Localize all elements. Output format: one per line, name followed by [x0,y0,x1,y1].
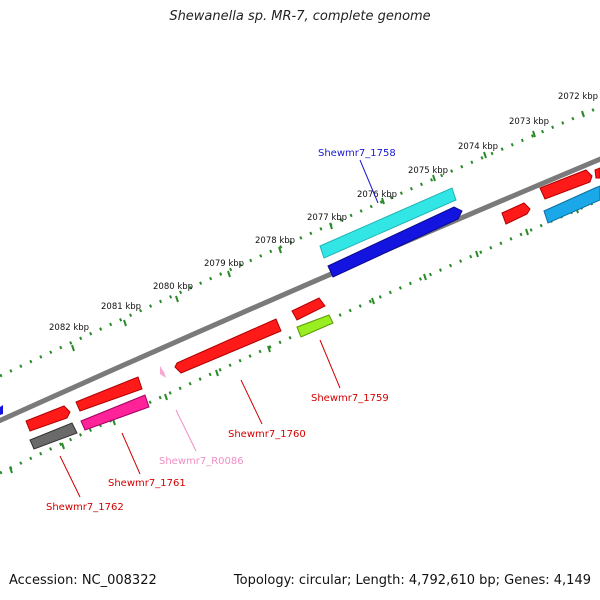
tick-2079 [227,270,231,278]
gene-1759-feature[interactable] [291,297,326,321]
inner-tick [9,466,13,474]
gene-label-1761[interactable]: Shewmr7_1761 [108,478,186,489]
outer-ruler-line [0,105,600,378]
inner-tick [475,250,479,258]
gene-labels: Shewmr7_1758 Shewmr7_1759 Shewmr7_1760 S… [46,148,396,513]
gene-label-1762[interactable]: Shewmr7_1762 [46,502,124,513]
scale-label: 2076 kbp [357,190,397,200]
tick-2078 [278,246,282,254]
inner-tick [267,345,271,353]
gene-feature-red[interactable] [75,376,143,412]
scale-label: 2078 kbp [255,236,295,246]
outer-ruler-major-ticks [71,110,585,352]
scale-label: 2081 kbp [101,302,141,312]
scale-label: 2079 kbp [204,259,244,269]
tick-2076 [381,197,385,205]
rna-R0086-feature[interactable] [160,366,166,378]
forward-strand-features [0,167,600,432]
gene-label-1758[interactable]: Shewmr7_1758 [318,148,396,159]
gene-feature-lightblue[interactable] [543,185,600,224]
gene-feature-blue[interactable] [327,206,463,278]
reverse-strand-features [29,185,600,450]
tick-2075 [432,174,436,182]
gene-label-R0086[interactable]: Shewmr7_R0086 [159,456,244,467]
scale-label: 2082 kbp [49,323,89,333]
scale-label: 2072 kbp [558,92,598,102]
tick-2080 [175,295,179,303]
inner-tick [423,273,427,281]
gene-1761-feature[interactable] [80,394,150,431]
gene-feature-red[interactable] [539,169,593,200]
accession-text: Accession: NC_008322 [9,573,157,588]
leader-1759 [319,339,341,389]
leader-1761 [121,432,141,475]
gene-1760-feature[interactable] [174,318,282,374]
gene-feature-blue-edge[interactable] [0,405,3,415]
inner-tick [525,228,529,236]
map-title: Shewanella sp. MR-7, complete genome [169,9,431,24]
gene-feature-red[interactable] [25,405,71,432]
inner-tick [371,297,375,305]
inner-tick [164,393,168,401]
leader-R0086 [175,409,197,452]
tick-2073 [532,130,536,138]
gene-label-1760[interactable]: Shewmr7_1760 [228,429,306,440]
scale-label: 2080 kbp [153,282,193,292]
tick-2072 [581,110,585,118]
tick-2077 [329,222,333,230]
genome-backbone [0,156,600,424]
scale-label: 2074 kbp [458,142,498,152]
genome-summary-text: Topology: circular; Length: 4,792,610 bp… [233,573,591,588]
leader-1760 [240,379,263,425]
scale-label: 2077 kbp [307,213,347,223]
scale-label: 2075 kbp [408,166,448,176]
gene-1759-cds[interactable] [296,314,334,338]
outer-ruler-labels: 2072 kbp 2073 kbp 2074 kbp 2075 kbp 2076… [49,92,598,333]
gene-1762-feature[interactable] [29,422,78,450]
gene-feature-red[interactable] [594,167,600,179]
tick-2082 [71,344,75,352]
gene-label-1759[interactable]: Shewmr7_1759 [311,393,389,404]
inner-tick [61,442,65,450]
tick-2081 [123,319,127,327]
gene-1758-feature[interactable] [319,187,457,259]
scale-label: 2073 kbp [509,117,549,127]
leader-1762 [59,455,81,498]
tick-2074 [483,151,487,159]
gene-feature-red[interactable] [501,202,531,225]
leader-1758 [359,159,379,204]
label-leader-lines [59,159,379,498]
outer-scale-ruler: 2072 kbp 2073 kbp 2074 kbp 2075 kbp 2076… [0,92,600,378]
inner-tick [215,369,219,377]
